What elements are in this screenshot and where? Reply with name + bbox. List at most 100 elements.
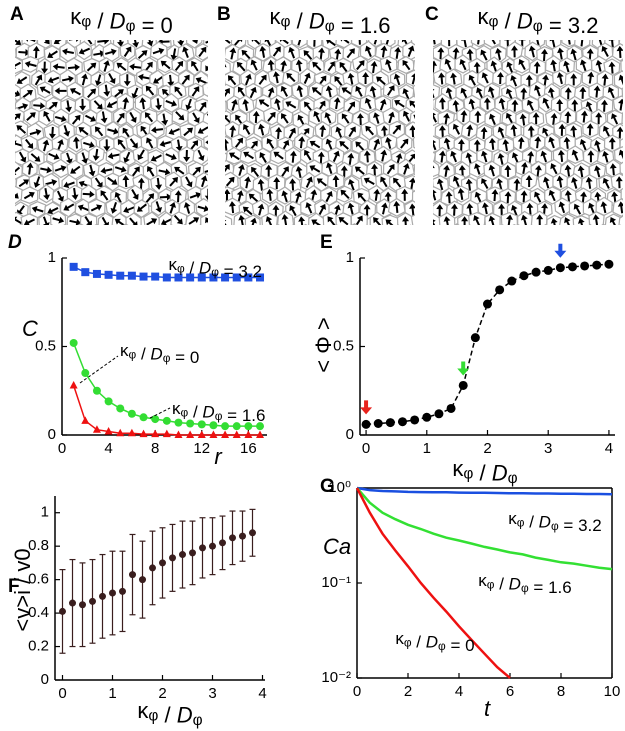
cell-arrow xyxy=(168,128,180,136)
cell-arrow xyxy=(327,216,336,225)
cell-arrow xyxy=(15,113,21,123)
x-tick-label: 2 xyxy=(158,685,166,702)
cell-arrow xyxy=(169,177,179,187)
cell-arrow xyxy=(570,73,578,86)
cell-arrow xyxy=(213,124,223,137)
cell-arrow xyxy=(318,47,325,60)
cell-arrow xyxy=(617,201,623,214)
cell-arrow xyxy=(237,86,246,98)
cell-arrow xyxy=(401,188,409,201)
cell xyxy=(463,226,479,244)
cell xyxy=(15,185,24,205)
series-label: κφ / Dφ = 3.2 xyxy=(169,255,263,281)
cell-arrow xyxy=(618,74,623,87)
cell-arrow xyxy=(570,125,578,138)
cell-arrow xyxy=(489,137,496,150)
cell-arrow xyxy=(510,227,518,240)
cell-arrow xyxy=(29,128,42,136)
cell-arrow xyxy=(160,218,173,225)
cell-arrow xyxy=(305,176,313,188)
cell-arrow xyxy=(0,110,4,124)
cell-arrow xyxy=(505,88,513,100)
cell-arrow xyxy=(284,230,296,244)
cell-arrow xyxy=(577,218,585,225)
cell-arrow xyxy=(542,74,550,87)
cell-arrow xyxy=(174,190,182,203)
x-tick-label: 8 xyxy=(557,683,565,700)
x-tick-label: 12 xyxy=(193,440,210,457)
cell-arrow xyxy=(363,150,371,163)
cell-arrow xyxy=(33,176,41,188)
cell xyxy=(416,201,432,218)
cell xyxy=(255,18,271,34)
cell-arrow xyxy=(595,59,603,72)
cell-arrow xyxy=(131,166,140,177)
cell xyxy=(37,224,38,225)
cell-arrow xyxy=(420,228,428,240)
cell xyxy=(15,97,18,109)
cell-arrow xyxy=(393,200,401,213)
cell-arrow xyxy=(47,76,60,84)
cell-image xyxy=(415,40,623,244)
cell-arrow xyxy=(243,151,254,160)
cell xyxy=(420,72,435,89)
cell-arrow xyxy=(159,140,172,148)
cell xyxy=(367,40,385,48)
cell-arrow xyxy=(189,140,199,151)
cell xyxy=(225,60,232,76)
cell-arrow xyxy=(339,40,350,44)
cell-arrow xyxy=(450,150,457,163)
marker xyxy=(197,420,206,429)
cell-arrow xyxy=(146,218,158,225)
cell xyxy=(410,214,415,225)
marker xyxy=(186,430,195,438)
series-line xyxy=(356,487,613,571)
cell xyxy=(470,40,488,48)
x-tick-label: 4 xyxy=(455,683,463,700)
cell-arrow xyxy=(423,47,432,60)
point xyxy=(139,576,146,584)
point xyxy=(109,589,116,597)
cell-arrow xyxy=(43,110,51,122)
cell-arrow xyxy=(608,61,616,74)
point xyxy=(592,260,602,270)
cell-arrow xyxy=(69,218,82,225)
cell-arrow xyxy=(534,191,542,203)
cell xyxy=(406,18,423,35)
point xyxy=(458,380,468,390)
cell-arrow xyxy=(174,86,183,97)
cell-arrow xyxy=(380,125,388,138)
cell-arrow xyxy=(86,62,97,72)
cell-arrow xyxy=(107,152,120,160)
cell-arrow xyxy=(68,40,81,42)
cell-arrow xyxy=(52,216,65,224)
marker-arrow xyxy=(554,243,567,258)
cell-arrow xyxy=(273,177,281,190)
cell-arrow xyxy=(63,203,75,211)
cell-arrow xyxy=(415,60,423,73)
cell-arrow xyxy=(108,228,119,242)
cell-arrow xyxy=(159,193,172,201)
cell-arrow xyxy=(532,112,540,125)
cell-arrow xyxy=(364,97,372,110)
x-tick-label: 2 xyxy=(483,440,491,457)
cell-arrow xyxy=(473,163,481,175)
cell-arrow xyxy=(527,125,535,138)
cell-arrow xyxy=(534,164,542,177)
marker xyxy=(244,430,253,438)
cell xyxy=(620,187,623,201)
cell-arrow xyxy=(378,228,385,240)
cell-arrow xyxy=(185,176,193,188)
cell-arrow xyxy=(281,166,289,177)
cell xyxy=(225,201,227,213)
cell-arrow xyxy=(205,217,208,225)
cell-arrow xyxy=(436,204,444,217)
cell-arrow xyxy=(258,74,267,85)
cell xyxy=(620,59,623,73)
cell-arrow xyxy=(264,40,272,48)
cell-arrow xyxy=(594,191,602,204)
cell-arrow xyxy=(136,229,150,241)
cell-arrow xyxy=(82,190,95,198)
marker xyxy=(256,422,265,431)
cell-arrow xyxy=(556,72,564,85)
